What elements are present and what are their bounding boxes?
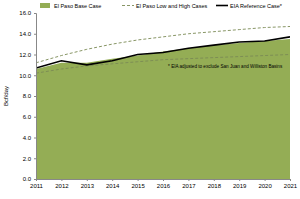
y-tick-label: 12.0 [19,52,31,58]
x-tick-label: 2017 [182,183,196,189]
x-tick: 2021 [284,179,298,189]
x-tick-label: 2011 [30,183,44,189]
y-tick-mark [34,117,36,118]
x-tick-label: 2014 [106,183,120,189]
x-tick-mark [265,179,266,181]
y-tick-mark [34,138,36,139]
y-tick: 10.0 [19,73,36,79]
y-tick: 16.0 [19,10,36,16]
x-tick: 2015 [131,179,145,189]
y-tick-label: 8.0 [23,93,32,99]
y-axis-title: Bcf/day [3,86,9,106]
x-tick-mark [214,179,215,181]
x-tick: 2012 [55,179,69,189]
y-tick-label: 14.0 [19,31,31,37]
plot-area [36,26,290,179]
x-tick-label: 2018 [208,183,222,189]
x-tick: 2011 [30,179,44,189]
x-tick: 2018 [208,179,222,189]
line-series [36,37,290,68]
annotation: * EIA adjusted to exclude San Juan and W… [168,64,283,69]
x-tick: 2013 [81,179,95,189]
legend-label: El Paso Low and High Cases [136,3,207,9]
y-tick: 4.0 [23,135,36,141]
legend-label: EIA Reference Case* [230,3,283,9]
y-tick-label: 0.0 [23,176,32,182]
x-tick-label: 2012 [55,183,69,189]
y-tick-mark [34,13,36,14]
y-tick: 2.0 [23,156,36,162]
x-tick-label: 2015 [131,183,145,189]
legend-label: El Paso Base Case [54,3,101,9]
y-tick-mark [34,75,36,76]
y-tick: 14.0 [19,31,36,37]
legend-swatch [122,5,134,6]
y-tick-label: 2.0 [23,156,32,162]
x-tick-mark [239,179,240,181]
y-tick-label: 6.0 [23,114,32,120]
x-tick: 2019 [233,179,247,189]
x-tick-label: 2020 [258,183,272,189]
y-tick-label: 16.0 [19,10,31,16]
x-tick: 2017 [182,179,196,189]
x-tick-mark [163,179,164,181]
area-series [36,39,290,179]
x-tick: 2014 [106,179,120,189]
x-tick-label: 2021 [284,183,298,189]
x-axis-line [37,180,291,182]
x-tick-label: 2019 [233,183,247,189]
x-tick-mark [61,179,62,181]
x-tick-mark [188,179,189,181]
x-tick-mark [138,179,139,181]
y-tick-mark [34,55,36,56]
x-axis: 2011 2012 2013 2014 2015 2016 2017 2018 2019 2020… [30,179,298,189]
y-axis-line [34,14,37,180]
legend-swatch [216,5,228,7]
y-tick-mark [34,158,36,159]
y-axis: 0.0 2.0 4.0 6.0 8.0 10.0 12.0 14.0 16.0 [19,10,36,182]
y-tick-label: 4.0 [23,135,32,141]
y-tick-label: 10.0 [19,73,31,79]
x-tick-mark [112,179,113,181]
line-series [36,26,290,62]
x-tick: 2020 [258,179,272,189]
x-tick-label: 2013 [81,183,95,189]
legend-swatch [40,3,50,8]
y-tick-mark [34,179,36,180]
x-tick-label: 2016 [157,183,171,189]
y-tick: 12.0 [19,52,36,58]
y-tick: 6.0 [23,114,36,120]
x-tick-mark [290,179,291,181]
line-series [36,55,290,74]
y-tick: 0.0 [23,176,36,182]
y-tick: 8.0 [23,93,36,99]
x-tick-mark [87,179,88,181]
y-tick-mark [34,34,36,35]
legend: El Paso Base Case El Paso Low and High Ca… [40,3,283,9]
chart: 2011 2012 2013 2014 2015 2016 2017 2018 2019 2020… [0,0,300,199]
y-tick-mark [34,96,36,97]
x-tick: 2016 [157,179,171,189]
